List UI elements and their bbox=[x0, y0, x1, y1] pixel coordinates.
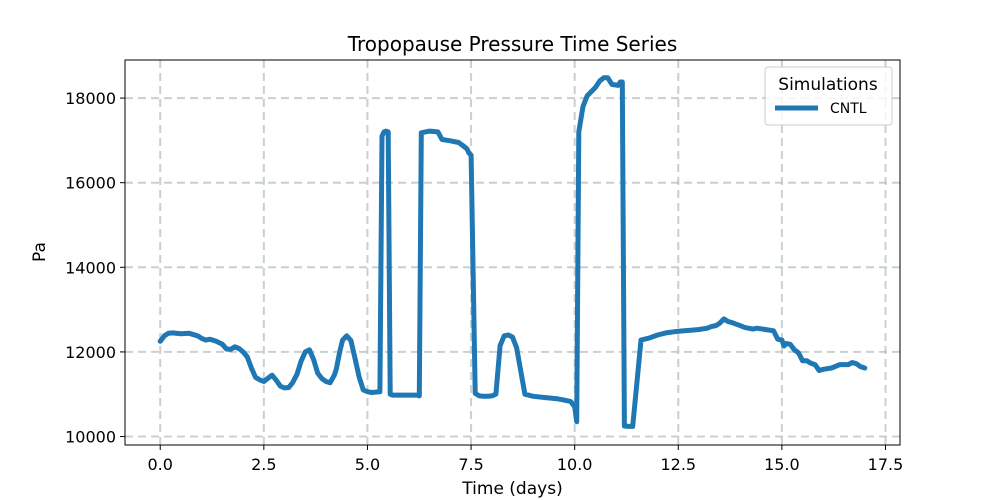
axes-frame bbox=[124, 59, 901, 446]
legend-label-cntl: CNTL bbox=[830, 101, 867, 117]
x-tick-label: 0.0 bbox=[148, 455, 173, 474]
series-line-cntl bbox=[157, 75, 868, 429]
x-tick-label: 10.0 bbox=[557, 455, 593, 474]
y-axis-label: Pa bbox=[30, 242, 50, 262]
y-tick-label: 12000 bbox=[65, 343, 116, 362]
x-tick-label: 2.5 bbox=[251, 455, 276, 474]
x-tick-label: 12.5 bbox=[660, 455, 696, 474]
series-layer bbox=[157, 75, 868, 429]
legend-title: Simulations bbox=[778, 75, 878, 95]
chart-title: Tropopause Pressure Time Series bbox=[347, 32, 678, 56]
x-tick-label: 5.0 bbox=[355, 455, 380, 474]
x-tick-label: 17.5 bbox=[868, 455, 904, 474]
y-tick-label: 18000 bbox=[65, 89, 116, 108]
y-axis-ticks: 10000 12000 14000 16000 18000 bbox=[65, 89, 125, 447]
y-tick-label: 14000 bbox=[65, 258, 116, 277]
x-axis-ticks: 0.0 2.5 5.0 7.5 10.0 12.5 15.0 17.5 bbox=[148, 445, 904, 474]
legend: Simulations CNTL bbox=[764, 66, 893, 126]
y-tick-label: 10000 bbox=[65, 428, 116, 447]
x-axis-label: Time (days) bbox=[461, 479, 562, 499]
x-tick-label: 15.0 bbox=[764, 455, 800, 474]
x-tick-label: 7.5 bbox=[458, 455, 483, 474]
y-tick-label: 16000 bbox=[65, 174, 116, 193]
